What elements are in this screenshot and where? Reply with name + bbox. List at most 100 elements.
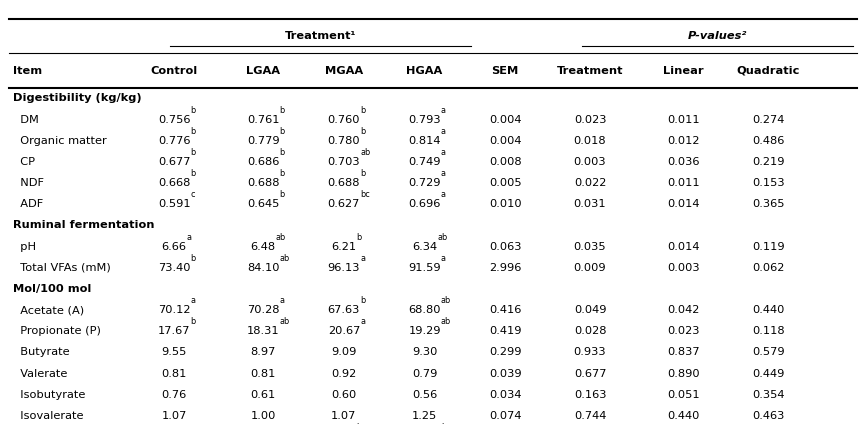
Text: 0.837: 0.837 xyxy=(667,347,700,357)
Text: 0.463: 0.463 xyxy=(752,411,785,421)
Text: 0.031: 0.031 xyxy=(573,199,606,209)
Text: 0.761: 0.761 xyxy=(247,114,280,125)
Text: 0.074: 0.074 xyxy=(489,411,521,421)
Text: 0.933: 0.933 xyxy=(573,347,606,357)
Text: 0.119: 0.119 xyxy=(752,242,785,251)
Text: 0.036: 0.036 xyxy=(667,157,700,167)
Text: 0.645: 0.645 xyxy=(231,199,263,209)
Text: 0.56: 0.56 xyxy=(412,390,437,400)
Text: a: a xyxy=(187,233,191,242)
Text: 0.018: 0.018 xyxy=(573,136,606,146)
Text: 0.627: 0.627 xyxy=(312,199,344,209)
Text: Valerate: Valerate xyxy=(13,368,68,379)
Text: 0.118: 0.118 xyxy=(752,326,785,336)
Text: 9.55: 9.55 xyxy=(161,347,187,357)
Text: 0.440: 0.440 xyxy=(667,411,700,421)
Text: 0.627: 0.627 xyxy=(327,199,360,209)
Text: 0.449: 0.449 xyxy=(752,368,785,379)
Text: 67.63: 67.63 xyxy=(327,305,360,315)
Text: 0.79: 0.79 xyxy=(412,368,437,379)
Text: 0.81: 0.81 xyxy=(161,368,187,379)
Text: 6.48: 6.48 xyxy=(250,242,276,251)
Text: 0.645: 0.645 xyxy=(247,199,280,209)
Text: 0.591: 0.591 xyxy=(158,199,191,209)
Text: 0.76: 0.76 xyxy=(162,390,187,400)
Text: a: a xyxy=(441,190,446,199)
Text: 6.21: 6.21 xyxy=(332,242,357,251)
Text: 0.022: 0.022 xyxy=(574,178,606,188)
Text: b: b xyxy=(280,190,285,199)
Text: a: a xyxy=(441,127,446,136)
Text: 73.40: 73.40 xyxy=(158,263,191,273)
Text: SEM: SEM xyxy=(492,66,519,75)
Text: MGAA: MGAA xyxy=(325,66,363,75)
Text: 0.008: 0.008 xyxy=(488,157,521,167)
Text: 0.779: 0.779 xyxy=(230,136,263,146)
Text: LGAA: LGAA xyxy=(246,66,281,75)
Text: 0.756: 0.756 xyxy=(142,114,174,125)
Text: ab: ab xyxy=(280,317,290,326)
Text: 2.996: 2.996 xyxy=(489,263,521,273)
Text: 0.696: 0.696 xyxy=(392,199,424,209)
Text: 0.063: 0.063 xyxy=(489,242,521,251)
Text: 0.688: 0.688 xyxy=(327,178,360,188)
Text: Butyrate: Butyrate xyxy=(13,347,69,357)
Text: ab: ab xyxy=(441,317,451,326)
Text: 18.31: 18.31 xyxy=(230,326,263,336)
Text: 0.023: 0.023 xyxy=(667,326,700,336)
Text: 91.59: 91.59 xyxy=(392,263,424,273)
Text: Ruminal fermentation: Ruminal fermentation xyxy=(13,220,154,230)
Text: 70.28: 70.28 xyxy=(247,305,280,315)
Text: a: a xyxy=(276,423,281,424)
Text: 1.00: 1.00 xyxy=(250,411,276,421)
Text: Isovalerate: Isovalerate xyxy=(13,411,83,421)
Text: Acetate (A): Acetate (A) xyxy=(13,305,84,315)
Text: 0.686: 0.686 xyxy=(231,157,263,167)
Text: 0.686: 0.686 xyxy=(247,157,280,167)
Text: 84.10: 84.10 xyxy=(230,263,263,273)
Text: 6.66: 6.66 xyxy=(162,242,187,251)
Text: 84.10: 84.10 xyxy=(247,263,280,273)
Text: 0.299: 0.299 xyxy=(489,347,521,357)
Text: 6.34: 6.34 xyxy=(399,242,424,251)
Text: 0.688: 0.688 xyxy=(230,178,263,188)
Text: 0.219: 0.219 xyxy=(752,157,785,167)
Text: 0.668: 0.668 xyxy=(142,178,174,188)
Text: 18.31: 18.31 xyxy=(247,326,280,336)
Text: ab: ab xyxy=(276,233,286,242)
Text: HGAA: HGAA xyxy=(406,66,443,75)
Text: 0.793: 0.793 xyxy=(392,114,424,125)
Text: 0.688: 0.688 xyxy=(247,178,280,188)
Text: 0.890: 0.890 xyxy=(667,368,700,379)
Text: 0.051: 0.051 xyxy=(667,390,700,400)
Text: 0.035: 0.035 xyxy=(573,242,606,251)
Text: 0.749: 0.749 xyxy=(408,157,441,167)
Text: a: a xyxy=(191,296,196,305)
Text: 91.59: 91.59 xyxy=(408,263,441,273)
Text: 0.760: 0.760 xyxy=(312,114,344,125)
Text: 9.30: 9.30 xyxy=(412,347,437,357)
Text: a: a xyxy=(280,296,285,305)
Text: 0.579: 0.579 xyxy=(752,347,785,357)
Text: 19.29: 19.29 xyxy=(392,326,424,336)
Text: 0.419: 0.419 xyxy=(489,326,521,336)
Text: b: b xyxy=(360,127,365,136)
Text: 0.365: 0.365 xyxy=(752,199,785,209)
Text: 0.014: 0.014 xyxy=(667,199,700,209)
Text: 0.004: 0.004 xyxy=(489,114,521,125)
Text: 19.29: 19.29 xyxy=(408,326,441,336)
Text: 0.028: 0.028 xyxy=(574,326,606,336)
Text: a: a xyxy=(441,169,446,178)
Text: ab: ab xyxy=(360,148,371,157)
Text: 0.012: 0.012 xyxy=(667,136,700,146)
Text: 0.023: 0.023 xyxy=(574,114,606,125)
Text: 17.67: 17.67 xyxy=(142,326,174,336)
Text: 0.761: 0.761 xyxy=(230,114,263,125)
Text: 20.67: 20.67 xyxy=(312,326,344,336)
Text: b: b xyxy=(280,169,285,178)
Text: b: b xyxy=(280,148,285,157)
Text: ab: ab xyxy=(437,423,448,424)
Text: b: b xyxy=(191,106,196,114)
Text: a: a xyxy=(441,148,446,157)
Text: 0.776: 0.776 xyxy=(142,136,174,146)
